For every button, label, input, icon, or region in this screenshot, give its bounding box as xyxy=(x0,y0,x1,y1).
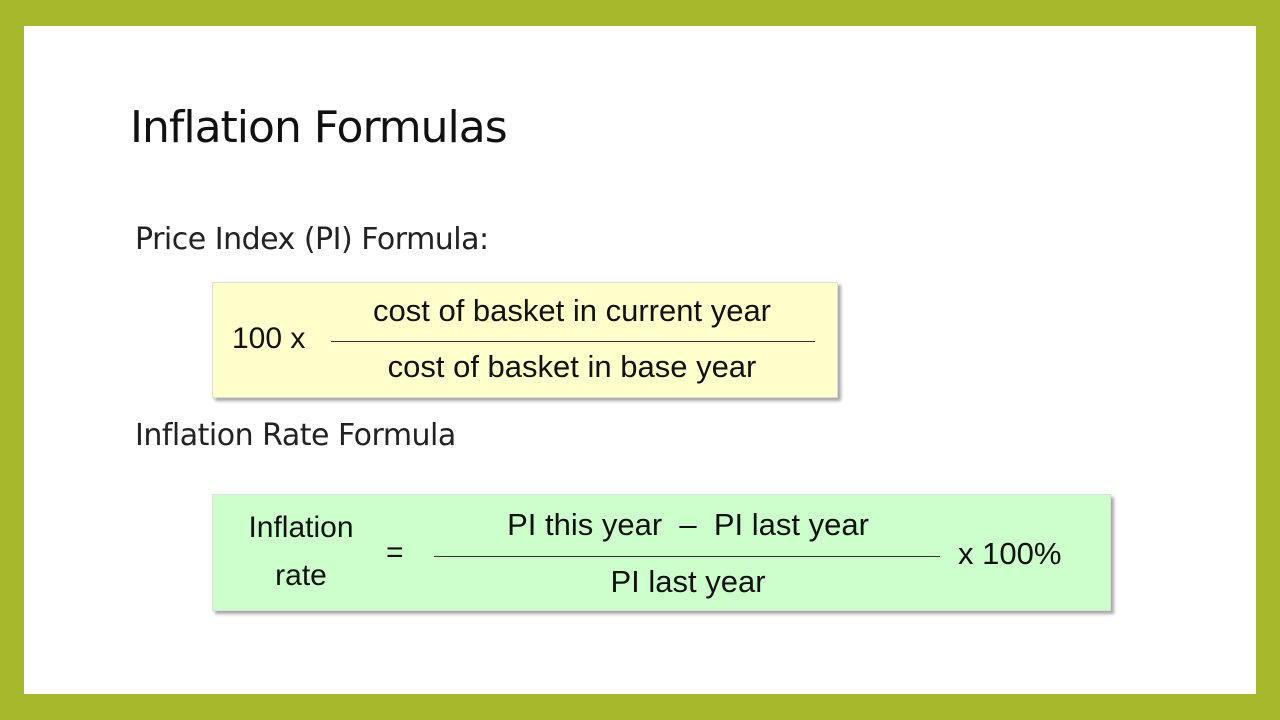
slide-title: Inflation Formulas xyxy=(130,102,508,153)
ir-lhs-line2: rate xyxy=(275,559,327,592)
ir-fraction-bar xyxy=(434,556,940,557)
ir-equals: = xyxy=(386,536,404,569)
pi-fraction-bar xyxy=(331,341,815,342)
ir-formula-box xyxy=(212,494,1111,611)
pi-multiplier: 100 x xyxy=(232,322,306,355)
ir-numerator: PI this year – PI last year xyxy=(507,507,869,542)
pi-numerator: cost of basket in current year xyxy=(372,293,772,328)
pi-heading: Price Index (PI) Formula: xyxy=(135,222,489,257)
pi-formula-box xyxy=(212,282,838,398)
ir-lhs-line1: Inflation xyxy=(248,511,354,544)
ir-heading: Inflation Rate Formula xyxy=(135,418,456,453)
ir-multiplier: x 100% xyxy=(958,536,1062,571)
ir-denominator: PI last year xyxy=(610,564,766,599)
pi-denominator: cost of basket in base year xyxy=(387,349,757,384)
